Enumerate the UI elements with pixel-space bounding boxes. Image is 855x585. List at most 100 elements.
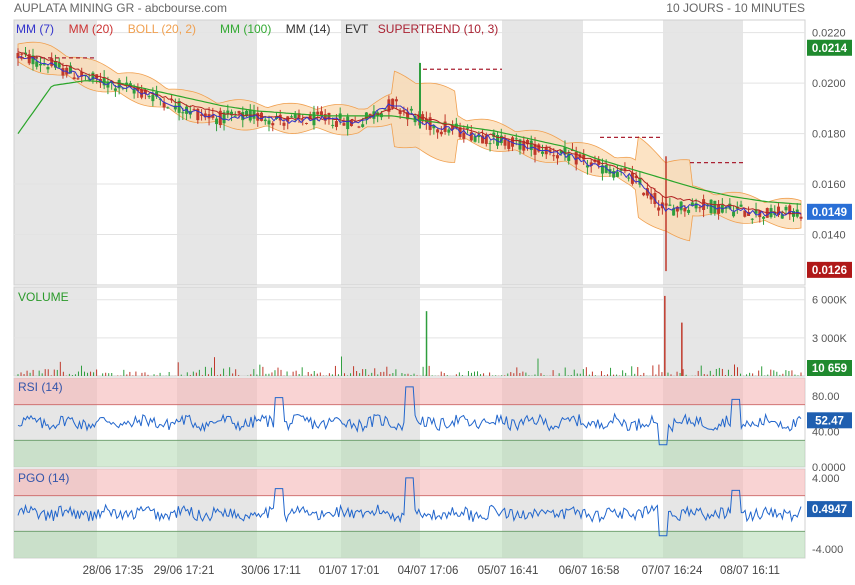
candle-body: [357, 126, 361, 128]
candle-body: [462, 132, 466, 139]
candle-body: [136, 88, 140, 92]
session-shade: [177, 287, 257, 376]
candle-body: [743, 210, 747, 217]
candle-body: [113, 88, 117, 91]
candle-body: [653, 192, 657, 204]
price-tick-label: 0.0160: [812, 179, 846, 191]
chart-title: AUPLATA MINING GR - abcbourse.com: [14, 1, 227, 15]
candle-body: [496, 135, 500, 146]
candle-body: [634, 175, 638, 178]
chart-period: 10 JOURS - 10 MINUTES: [666, 1, 805, 15]
price-low-badge-bg: [807, 261, 852, 278]
candle-body: [140, 89, 144, 98]
candle-body: [233, 115, 237, 117]
rsi-badge-text: 52.47: [815, 415, 844, 427]
pgo-panel-title: PGO (14): [18, 471, 69, 485]
candle-body: [436, 129, 440, 133]
legend-item: EVT: [345, 22, 369, 36]
price-last-badge-text: 0.0149: [812, 207, 847, 219]
pgo-badge: 0.4947: [807, 501, 852, 518]
candle-body: [477, 135, 481, 138]
rsi-overbought-zone: [14, 378, 805, 405]
candle-body: [304, 122, 308, 124]
volume-badge: 10 659: [807, 360, 852, 376]
pgo-tick-label: 4.000: [812, 473, 840, 485]
candle-body: [507, 140, 511, 149]
candle-body: [218, 110, 222, 126]
candle-body: [623, 168, 627, 171]
candle-body: [57, 62, 61, 68]
candle-body: [552, 155, 556, 157]
mm100-line: [17, 80, 802, 205]
price-tick-label: 0.0200: [812, 78, 846, 90]
candle-body: [713, 200, 717, 214]
mm7-line: [17, 56, 802, 217]
session-shade: [14, 287, 97, 376]
candle-body: [762, 216, 766, 219]
candle-body: [638, 178, 642, 185]
candle-body: [211, 114, 215, 118]
candle-body: [645, 188, 649, 196]
price-high-badge: 0.0214: [807, 39, 852, 56]
candle-body: [402, 110, 406, 112]
candle-body: [668, 204, 672, 206]
candle-body: [406, 111, 410, 120]
x-tick-label: 01/07 17:01: [319, 565, 380, 577]
candle-body: [61, 68, 65, 76]
x-tick-label: 07/07 16:24: [642, 565, 703, 577]
candle-body: [432, 125, 436, 129]
candle-body: [503, 139, 507, 146]
x-tick-label: 28/06 17:35: [83, 565, 144, 577]
legend-item: MM (100): [220, 22, 271, 36]
candle-body: [16, 52, 20, 59]
candle-body: [263, 119, 267, 122]
candle-body: [379, 113, 383, 118]
candle-body: [567, 153, 571, 161]
legend-item: MM (14): [286, 22, 331, 36]
candle-body: [600, 165, 604, 174]
x-tick-label: 06/07 16:58: [559, 565, 620, 577]
candle-body: [203, 113, 207, 117]
candle-body: [125, 82, 129, 85]
price-tick-label: 0.0220: [812, 28, 846, 40]
candle-body: [732, 211, 736, 217]
legend-item: SUPERTREND (10, 3): [378, 22, 498, 36]
candle-body: [46, 66, 50, 70]
rsi-badge-bg: [807, 412, 852, 429]
candle-body: [604, 164, 608, 173]
candle-body: [293, 114, 297, 119]
x-tick-label: 05/07 16:41: [478, 565, 539, 577]
candle-body: [698, 207, 702, 209]
candle-body: [570, 149, 574, 151]
candle-body: [447, 129, 451, 133]
session-shade: [341, 20, 420, 285]
candle-body: [316, 111, 320, 115]
candle-body: [162, 102, 166, 108]
legend-item: BOLL (20, 2): [128, 22, 196, 36]
volume-badge-text: 10 659: [812, 363, 847, 375]
candle-body: [289, 116, 293, 118]
candle-body: [481, 135, 485, 144]
session-shade: [663, 287, 743, 376]
volume-panel-title: VOLUME: [18, 290, 69, 304]
candle-body: [53, 61, 57, 68]
candle-body: [230, 111, 234, 116]
candle-body: [488, 143, 492, 145]
candle-body: [709, 199, 713, 214]
rsi-tick-label: 80.00: [812, 391, 840, 403]
pgo-badge-text: 0.4947: [812, 504, 847, 516]
candle-body: [27, 54, 31, 64]
candle-body: [694, 203, 698, 209]
price-high-badge-bg: [807, 39, 852, 56]
candle-body: [466, 127, 470, 129]
candle-body: [428, 117, 432, 130]
candle-body: [166, 107, 170, 109]
candle-body: [143, 90, 147, 94]
candle-body: [50, 58, 54, 66]
candle-body: [297, 113, 301, 118]
candle-body: [132, 89, 136, 94]
candle-body: [499, 135, 503, 144]
bollinger-band: [17, 41, 802, 242]
pgo-line: [17, 477, 802, 537]
candle-body: [675, 206, 679, 212]
